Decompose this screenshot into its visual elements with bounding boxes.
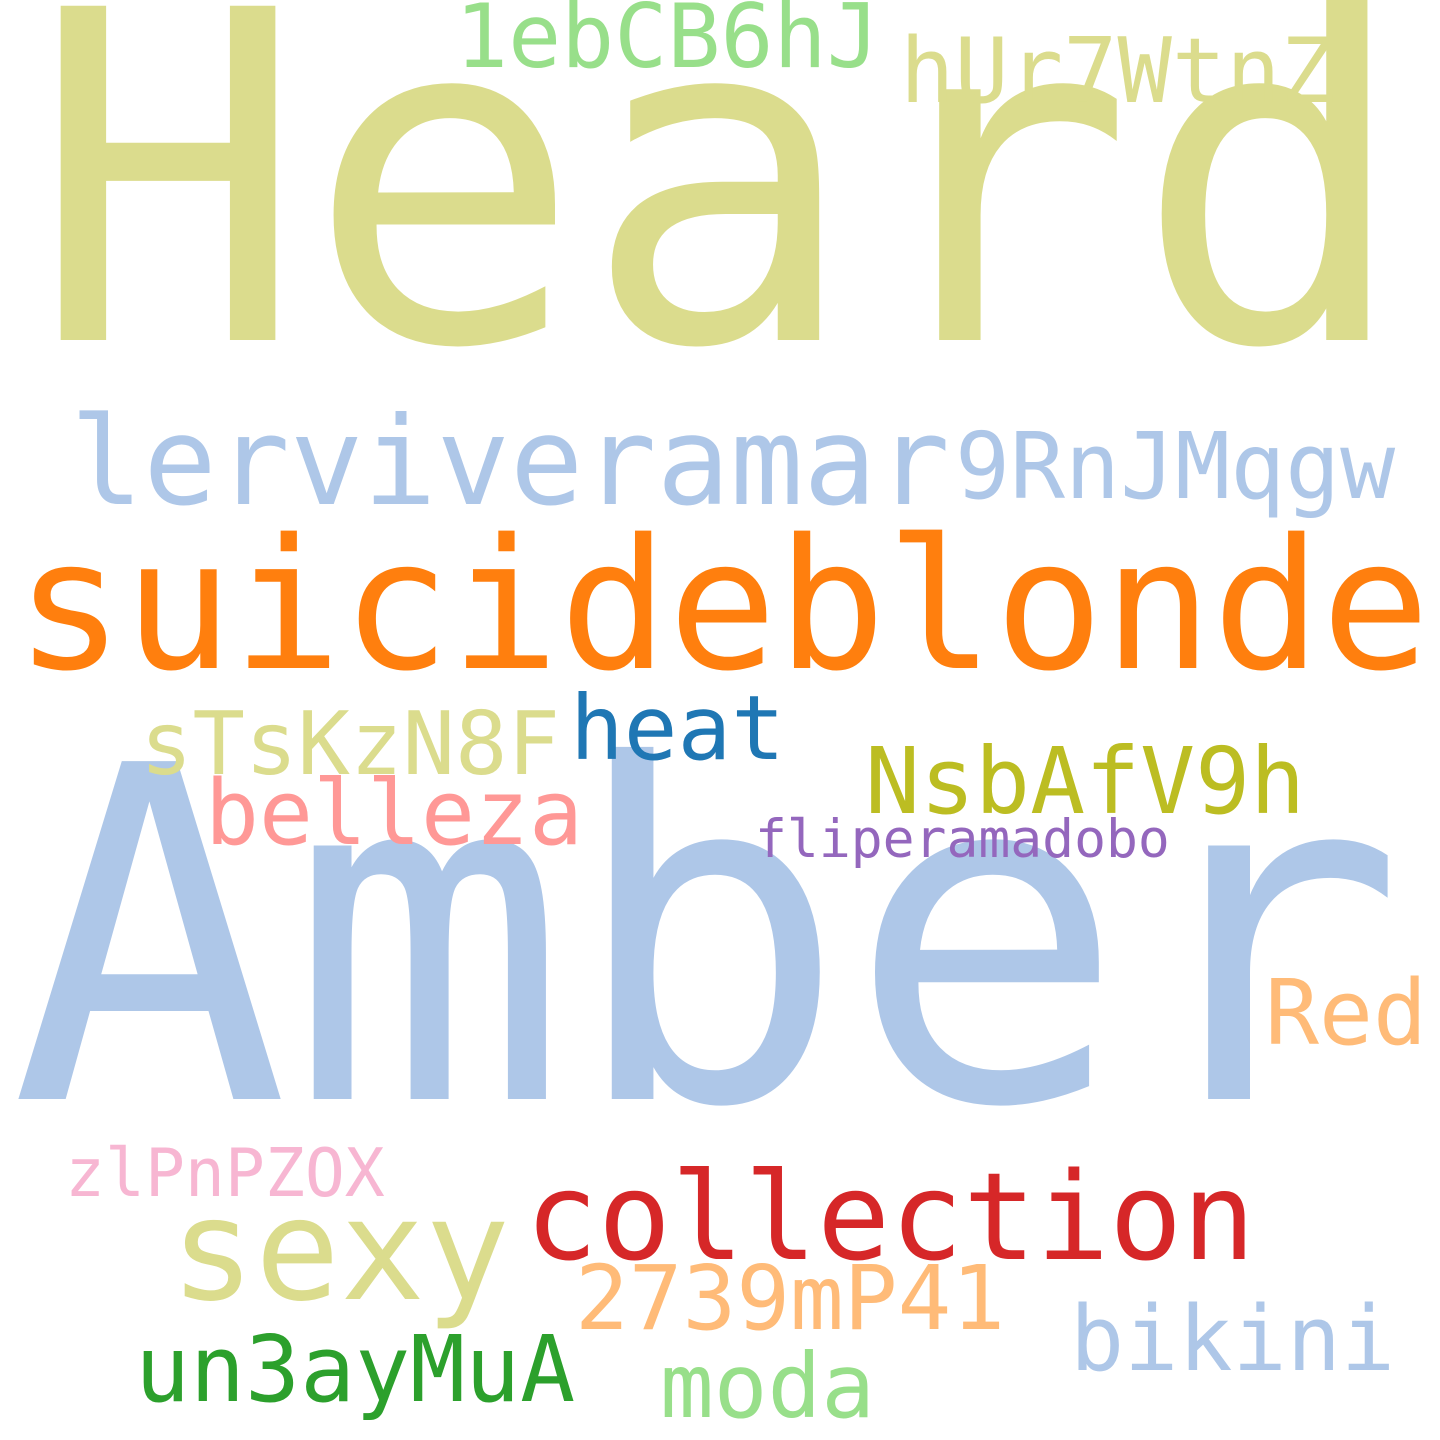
word-2739mp41: 2739mP41 — [575, 1247, 1006, 1351]
word-red: Red — [1265, 961, 1427, 1066]
word-bikini: bikini — [1070, 1286, 1396, 1392]
word-fliperamadobo: fliperamadobo — [755, 808, 1170, 870]
word-un3aymua: un3ayMuA — [135, 1315, 576, 1423]
word-1ebcb6hj: 1ebCB6hJ — [455, 0, 880, 89]
word-suicideblonde: suicideblonde — [15, 500, 1431, 712]
word-amber: Amber — [10, 669, 1406, 1209]
word-heat: heat — [570, 677, 786, 781]
word-sexy: sexy — [170, 1168, 511, 1333]
word-nsbafv9h: NsbAfV9h — [865, 728, 1306, 836]
word-stskzn8f: sTsKzN8F — [140, 693, 560, 796]
word-lerviveramar: lerviveramar — [70, 390, 950, 533]
word-moda: moda — [660, 1334, 876, 1439]
word-collection: collection — [525, 1146, 1256, 1289]
word-hur7wtnz: hUr7WtnZ — [900, 18, 1335, 124]
word-heard: Heard — [30, 0, 1411, 450]
word-zlpnpzox: zlPnPZOX — [65, 1134, 385, 1213]
word-belleza: belleza — [205, 761, 583, 866]
word-9rnjmqgw: 9RnJMqgw — [955, 413, 1396, 521]
